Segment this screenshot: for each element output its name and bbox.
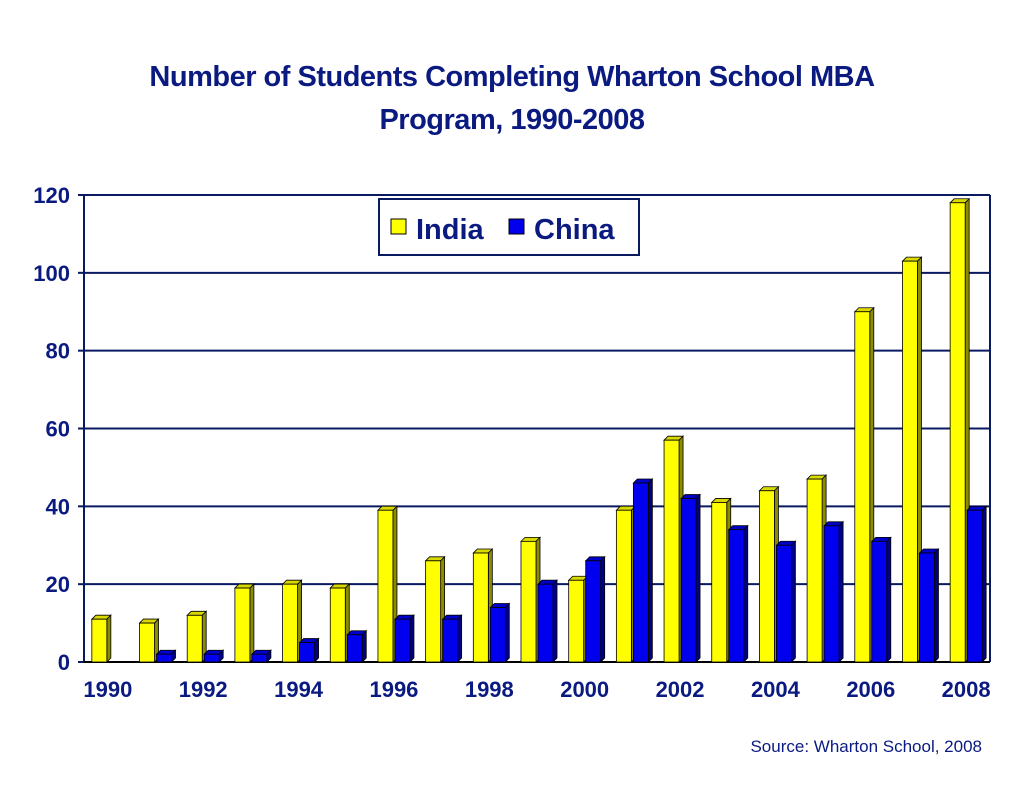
- bar-china: [203, 653, 220, 663]
- bar-china: [537, 583, 554, 663]
- bar-india: [91, 618, 108, 663]
- bar-china: [489, 607, 506, 663]
- y-tick-label: 120: [33, 183, 70, 208]
- bar-india: [186, 614, 203, 663]
- bar-india: [854, 311, 871, 663]
- bar-india: [282, 583, 298, 663]
- bar-india: [234, 587, 251, 663]
- bar-china: [156, 653, 172, 663]
- x-tick-label: 1994: [274, 677, 324, 702]
- legend-label-china: China: [534, 214, 615, 246]
- bar-china: [442, 618, 459, 663]
- bar-china-side: [838, 520, 844, 663]
- chart-title-line-2: Program, 1990-2008: [379, 104, 645, 136]
- x-tick-label: 1990: [83, 677, 132, 702]
- bar-china-side: [457, 614, 463, 663]
- bar-china-side: [409, 614, 415, 663]
- bar-india: [949, 202, 966, 663]
- bar-india: [902, 260, 918, 663]
- bar-china-side: [886, 536, 892, 663]
- bar-china-side: [314, 637, 319, 663]
- bar-china: [776, 544, 792, 663]
- y-tick-label: 40: [46, 494, 70, 519]
- chart-title: Number of Students Completing Wharton Sc…: [0, 56, 1024, 142]
- bar-china: [251, 653, 268, 663]
- bar-india: [806, 478, 823, 663]
- x-tick-label: 2000: [560, 677, 609, 702]
- x-tick-label: 2004: [751, 677, 801, 702]
- bar-india: [329, 587, 346, 663]
- bar-china: [728, 529, 745, 663]
- y-tick-label: 100: [33, 261, 70, 286]
- bar-india: [615, 509, 632, 663]
- bar-india: [711, 502, 728, 663]
- bar-china: [966, 509, 983, 663]
- bar-india: [520, 540, 537, 663]
- source-note: Source: Wharton School, 2008: [750, 737, 982, 756]
- legend-label-india: India: [416, 214, 485, 246]
- bar-india: [663, 439, 680, 663]
- bar-india: [377, 509, 394, 663]
- bar-india: [472, 552, 489, 663]
- legend-swatch-india: [390, 218, 407, 235]
- bar-china: [871, 540, 888, 663]
- bar-india: [759, 490, 775, 663]
- bar-china-side: [981, 505, 987, 663]
- x-tick-label: 1998: [465, 677, 514, 702]
- bar-china: [632, 482, 649, 663]
- bar-china-side: [647, 478, 653, 663]
- bar-china-side: [934, 548, 939, 663]
- x-tick-label: 2002: [656, 677, 705, 702]
- bar-china: [299, 642, 315, 663]
- legend-swatch-china: [508, 218, 525, 235]
- bar-china: [919, 552, 935, 663]
- bar-china-side: [504, 602, 510, 663]
- bar-china: [346, 634, 363, 663]
- bar-china-side: [743, 524, 749, 663]
- y-tick-label: 60: [46, 417, 70, 442]
- x-tick-label: 1992: [179, 677, 228, 702]
- bar-india: [568, 579, 585, 663]
- x-tick-label: 1996: [369, 677, 418, 702]
- bar-china: [585, 560, 602, 663]
- x-tick-label: 2006: [846, 677, 895, 702]
- bar-india: [425, 560, 442, 663]
- bar-china-side: [695, 493, 701, 663]
- y-tick-label: 20: [46, 572, 70, 597]
- bar-china-side: [600, 555, 606, 663]
- bar-china-side: [361, 629, 367, 663]
- y-tick-label: 80: [46, 339, 70, 364]
- bar-india-side: [249, 583, 255, 663]
- bar-china: [823, 525, 840, 663]
- chart-title-line-1: Number of Students Completing Wharton Sc…: [149, 61, 875, 93]
- bar-india-side: [106, 614, 112, 663]
- bar-china: [394, 618, 411, 663]
- bar-china: [680, 498, 697, 663]
- x-tick-label: 2008: [942, 677, 991, 702]
- bar-china-side: [791, 540, 796, 663]
- bar-china-side: [552, 579, 558, 663]
- y-tick-label: 0: [58, 650, 70, 675]
- bar-india: [139, 622, 155, 663]
